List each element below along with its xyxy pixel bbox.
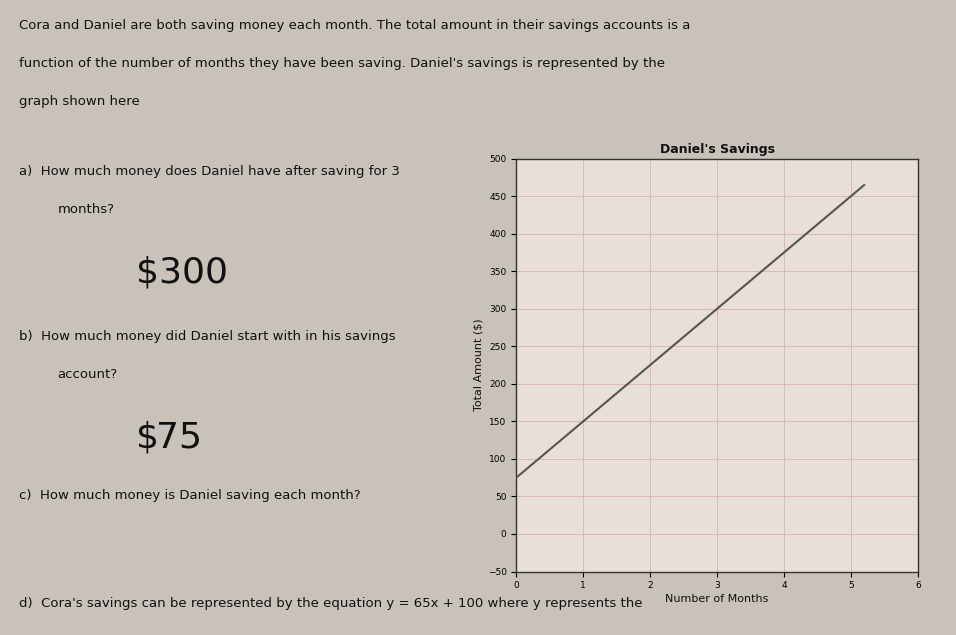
Text: graph shown here: graph shown here (19, 95, 140, 108)
Text: c)  How much money is Daniel saving each month?: c) How much money is Daniel saving each … (19, 489, 360, 502)
Title: Daniel's Savings: Daniel's Savings (660, 144, 774, 156)
Text: months?: months? (57, 203, 115, 216)
Text: $\it{\ \$75}$: $\it{\ \$75}$ (124, 419, 201, 455)
Text: account?: account? (57, 368, 118, 381)
Text: function of the number of months they have been saving. Daniel's savings is repr: function of the number of months they ha… (19, 57, 665, 70)
Text: d)  Cora's savings can be represented by the equation y = 65x + 100 where y repr: d) Cora's savings can be represented by … (19, 597, 642, 610)
X-axis label: Number of Months: Number of Months (665, 594, 769, 605)
Text: a)  How much money does Daniel have after saving for 3: a) How much money does Daniel have after… (19, 165, 400, 178)
Text: Cora and Daniel are both saving money each month. The total amount in their savi: Cora and Daniel are both saving money ea… (19, 19, 690, 32)
Text: b)  How much money did Daniel start with in his savings: b) How much money did Daniel start with … (19, 330, 396, 343)
Text: $\it{\ \$300}$: $\it{\ \$300}$ (124, 254, 228, 290)
Y-axis label: Total Amount ($): Total Amount ($) (473, 319, 484, 411)
